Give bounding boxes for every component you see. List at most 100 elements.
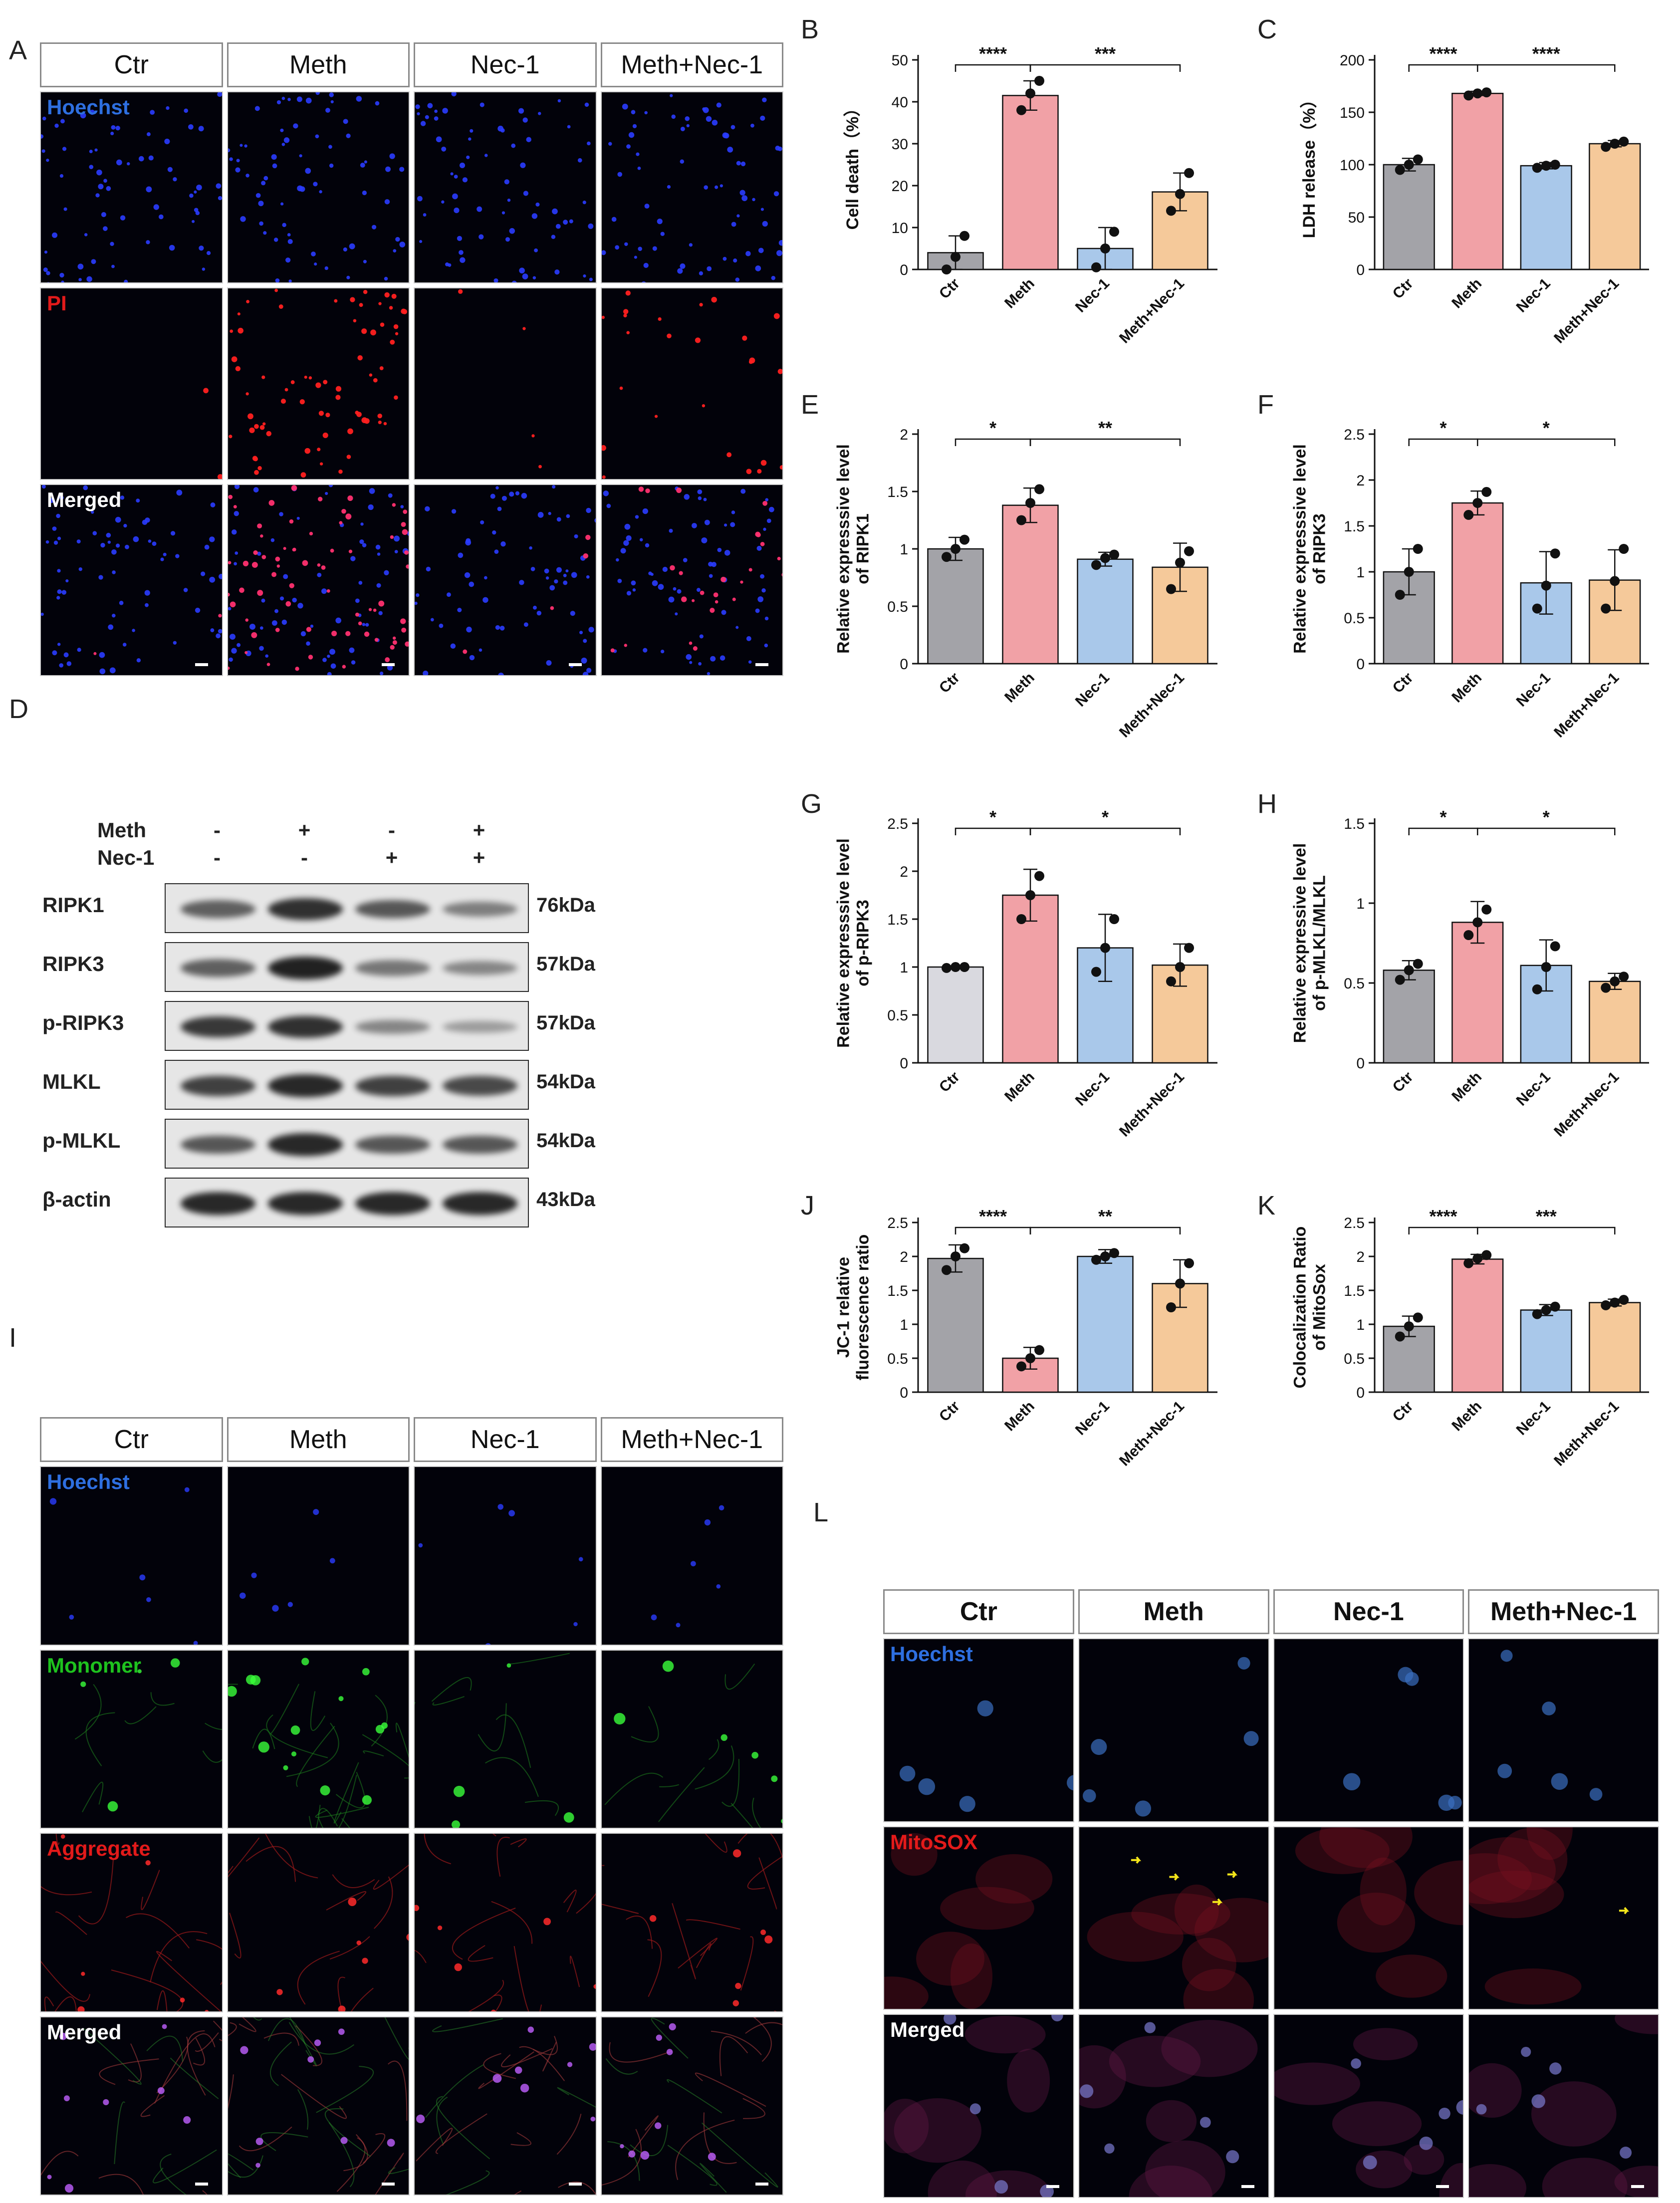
y-tick-label: 0.5: [1344, 1351, 1365, 1367]
micrograph-cell: [1078, 1826, 1269, 2010]
cell-dot: [394, 549, 398, 553]
cell-dot: [299, 399, 305, 405]
cell-dot: [764, 643, 768, 647]
cell-dot: [652, 580, 658, 586]
cell-dot: [257, 201, 263, 207]
cell-dot: [341, 508, 346, 514]
cell-dot: [392, 636, 396, 640]
y-tick-label: 2: [1356, 473, 1365, 489]
y-axis-label: LDH release（%）: [1299, 91, 1319, 239]
cell-body: [1484, 1968, 1582, 2004]
significance-bracket: [1029, 64, 1181, 72]
protein-label: RIPK1: [42, 893, 104, 917]
cell-dot: [364, 160, 367, 164]
significance-label: **: [1098, 1206, 1112, 1226]
cell-dot: [758, 247, 764, 253]
data-point: [1463, 90, 1474, 101]
neurite: [576, 1893, 596, 1914]
cell-dot: [361, 417, 367, 424]
cell-dot: [523, 191, 528, 196]
cell-dot: [146, 1597, 151, 1602]
cell-dot: [290, 380, 295, 385]
data-point: [1395, 1331, 1405, 1342]
cell-dot: [146, 186, 152, 193]
cell-dot: [701, 537, 707, 543]
cell-dot: [281, 96, 285, 100]
cell-dot: [393, 535, 400, 542]
cell-dot: [89, 165, 94, 169]
cell-dot: [343, 119, 348, 124]
cell-dot: [139, 1574, 146, 1581]
micrograph-cell: [600, 2016, 783, 2196]
neurite: [469, 1979, 504, 2011]
cell-dot: [619, 386, 623, 390]
cell-dot: [418, 1543, 423, 1548]
neurite: [310, 1691, 325, 1731]
cell-dot: [532, 276, 536, 279]
cell-body: [1183, 1968, 1254, 2009]
cell-dot: [689, 243, 693, 247]
bar: [1451, 92, 1504, 270]
cell-dot: [703, 185, 708, 190]
micrograph-cell: [227, 1466, 410, 1646]
y-axis-label-line: Relative expresssive level: [1290, 444, 1309, 654]
cell-dot: [41, 149, 45, 153]
cell-dot: [579, 630, 583, 634]
cell-dot: [623, 314, 627, 318]
neurite: [141, 1870, 160, 1910]
cell-dot: [700, 590, 705, 595]
cell-dot: [282, 1765, 288, 1770]
cell-dot: [247, 413, 253, 420]
cell-dot: [276, 100, 281, 105]
cell-dot: [231, 529, 237, 535]
cell-dot: [359, 539, 364, 544]
neurite: [744, 2022, 783, 2034]
data-point: [1091, 262, 1101, 272]
cell-dot: [315, 92, 320, 95]
neurite: [326, 1891, 366, 1911]
arrow-icon: [1212, 1898, 1223, 1906]
cell-dot: [183, 2116, 191, 2124]
cell-dot: [346, 455, 351, 460]
cell-dot: [685, 116, 690, 121]
cell-dot: [385, 166, 391, 172]
data-point: [960, 231, 969, 241]
neurite: [329, 1936, 370, 1960]
channel-label: Hoechst: [47, 95, 130, 119]
cell-dot: [679, 263, 685, 269]
x-tick-label: Meth+Nec-1: [1551, 275, 1622, 347]
cell-dot: [392, 249, 396, 252]
cell-dot: [1500, 1650, 1513, 1662]
blot-band: [268, 1074, 343, 1097]
cell-dot: [136, 498, 140, 502]
neurite: [371, 1694, 388, 1746]
neurite: [337, 1976, 345, 2011]
cell-dot: [176, 490, 183, 495]
x-tick-label: Nec-1: [1072, 1398, 1113, 1439]
data-point: [1175, 962, 1185, 972]
cell-dot: [642, 508, 648, 514]
cell-body: [1145, 2140, 1225, 2197]
cell-dot: [569, 219, 573, 224]
data-point: [1025, 498, 1035, 508]
cell-dot: [110, 242, 114, 246]
cell-dot: [231, 648, 237, 654]
cell-dot: [762, 221, 768, 227]
cell-body: [891, 1833, 938, 1876]
cell-dot: [256, 523, 262, 528]
cell-dot: [632, 124, 637, 128]
cell-dot: [349, 297, 355, 303]
data-point: [1610, 576, 1620, 586]
x-tick-label: Meth: [1001, 670, 1038, 706]
cell-dot: [601, 316, 605, 319]
cell-dot: [711, 561, 717, 567]
cell-dot: [137, 1669, 142, 1674]
significance-label: *: [989, 807, 996, 827]
y-tick-label: 1: [900, 541, 908, 558]
neurite: [193, 2037, 206, 2065]
cell-dot: [207, 251, 211, 255]
scale-bar: [195, 663, 208, 666]
cell-dot: [671, 114, 676, 119]
cell-dot: [324, 491, 328, 495]
cell-dot: [51, 232, 58, 238]
